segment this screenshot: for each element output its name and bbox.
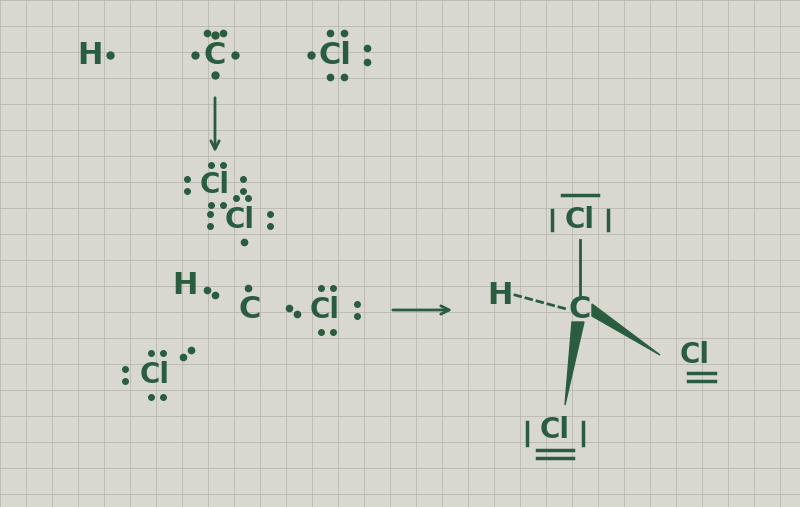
Text: Cl: Cl (310, 296, 340, 324)
Text: H: H (78, 41, 102, 69)
Text: Cl: Cl (318, 41, 351, 69)
Text: Cl: Cl (565, 206, 595, 234)
Text: C: C (239, 296, 261, 324)
Polygon shape (565, 322, 584, 405)
Text: Cl: Cl (140, 361, 170, 389)
Text: H: H (487, 280, 513, 309)
Text: H: H (172, 271, 198, 300)
Text: Cl: Cl (680, 341, 710, 369)
Text: C: C (204, 41, 226, 69)
Polygon shape (592, 304, 660, 355)
Text: Cl: Cl (200, 171, 230, 199)
Text: C: C (569, 296, 591, 324)
Text: Cl: Cl (225, 206, 255, 234)
Text: Cl: Cl (540, 416, 570, 444)
